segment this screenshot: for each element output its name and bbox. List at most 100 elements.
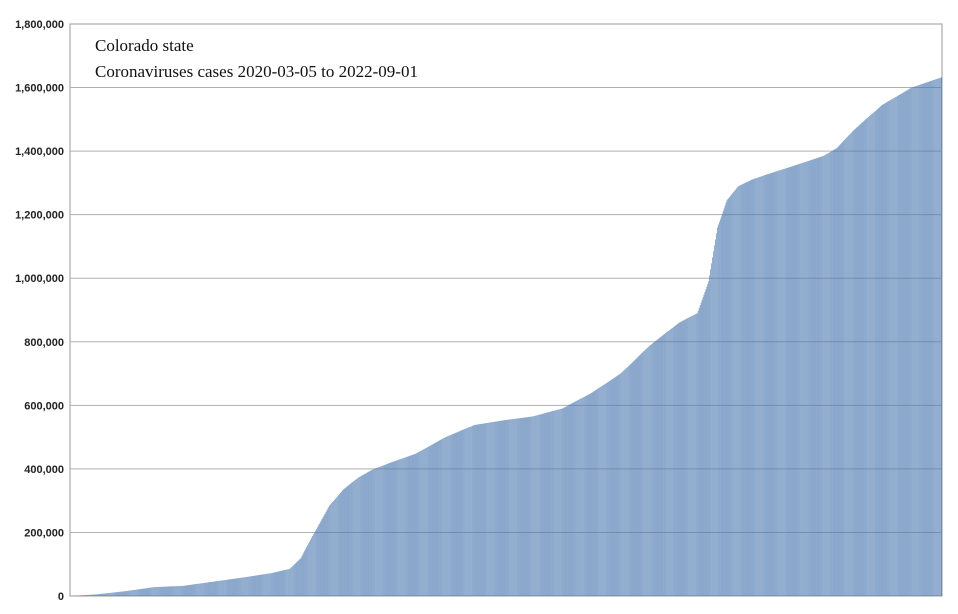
bar — [671, 328, 672, 596]
bar — [513, 419, 514, 596]
bar — [226, 579, 227, 596]
bar — [260, 574, 262, 596]
bar — [113, 592, 114, 596]
bar — [926, 82, 928, 596]
bar — [860, 123, 862, 597]
bar — [217, 581, 219, 596]
bar — [596, 389, 598, 596]
bar — [705, 289, 707, 596]
bar — [497, 421, 499, 596]
bar — [106, 593, 107, 596]
y-tick-label: 1,400,000 — [15, 146, 64, 158]
bar — [417, 452, 419, 596]
bar — [937, 78, 938, 596]
bar — [782, 169, 783, 596]
bar — [768, 173, 770, 596]
bar — [490, 422, 491, 596]
bar — [510, 419, 511, 596]
bar — [387, 463, 389, 596]
bar — [91, 594, 92, 596]
bar — [337, 496, 338, 596]
bar — [517, 418, 518, 596]
bar — [494, 421, 496, 596]
bar — [177, 586, 178, 596]
bar — [779, 170, 780, 596]
bar — [822, 156, 823, 596]
bar — [475, 424, 477, 596]
bar — [405, 457, 407, 596]
bar — [464, 429, 465, 596]
bar — [183, 585, 185, 596]
bar — [80, 595, 82, 596]
y-tick-label: 1,800,000 — [15, 19, 64, 31]
bar — [527, 417, 529, 596]
bar — [673, 327, 674, 596]
bar — [920, 84, 922, 596]
y-tick-label: 400,000 — [24, 464, 64, 476]
bar — [622, 371, 623, 596]
bar — [143, 588, 145, 596]
bar — [316, 527, 318, 596]
bar — [536, 415, 537, 596]
bar — [119, 591, 121, 596]
bar — [300, 557, 302, 596]
bar — [372, 469, 374, 596]
bar — [500, 420, 502, 596]
bar — [212, 581, 214, 596]
bar — [653, 341, 655, 596]
bar — [146, 588, 148, 596]
bar — [195, 584, 196, 596]
bar — [251, 576, 253, 596]
bar — [491, 422, 492, 596]
bar — [214, 581, 216, 596]
bar — [424, 448, 425, 596]
bar — [400, 459, 401, 596]
bar — [298, 559, 300, 596]
bar — [290, 568, 291, 596]
bar — [898, 94, 900, 596]
bar — [395, 460, 397, 596]
bar — [619, 374, 621, 596]
bar — [170, 586, 172, 596]
bar — [888, 101, 890, 596]
bar — [604, 384, 605, 596]
bar — [687, 318, 688, 596]
bar — [406, 456, 408, 596]
bar — [618, 374, 620, 596]
bar — [327, 508, 329, 596]
bar — [465, 428, 466, 596]
bar — [333, 500, 334, 596]
bar — [906, 90, 908, 597]
bar — [775, 171, 777, 596]
bar — [394, 461, 396, 596]
bar — [291, 567, 292, 596]
bar — [271, 572, 273, 596]
bar — [809, 160, 811, 596]
bar — [640, 354, 642, 596]
bar — [97, 594, 99, 596]
bar — [233, 578, 235, 596]
bar — [118, 591, 120, 596]
bar — [85, 595, 86, 596]
bar — [589, 393, 591, 596]
bar — [637, 356, 639, 596]
bar — [674, 325, 676, 596]
bar — [924, 82, 926, 596]
bar — [659, 337, 661, 596]
bar — [81, 595, 83, 596]
bar — [567, 405, 569, 596]
bar — [636, 357, 638, 596]
bar — [605, 383, 606, 596]
bar — [725, 203, 727, 596]
bar — [223, 580, 224, 596]
bar — [602, 385, 603, 596]
bar — [528, 416, 530, 596]
bar — [766, 174, 768, 596]
bar — [885, 102, 887, 596]
bar — [386, 463, 388, 596]
bar — [634, 359, 636, 596]
bar — [702, 297, 704, 596]
bar — [522, 417, 524, 596]
bar — [82, 595, 84, 596]
bar — [509, 419, 510, 596]
